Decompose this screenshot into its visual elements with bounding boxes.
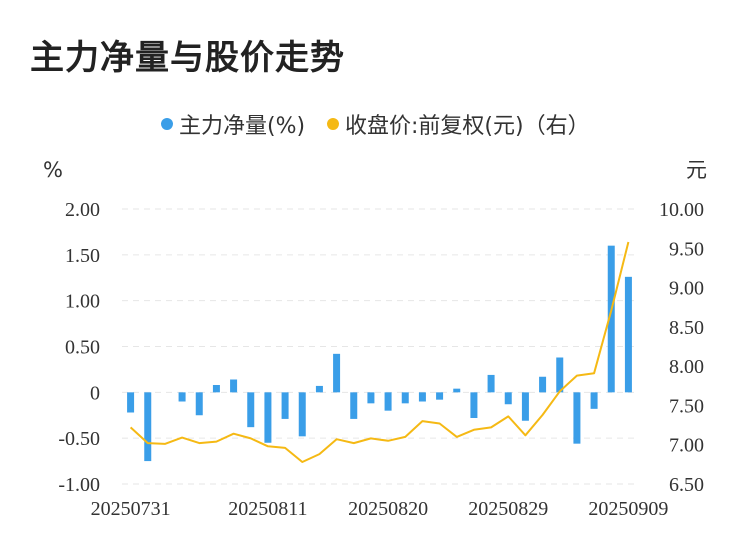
- bar-net-flow[interactable]: [264, 392, 272, 443]
- left-axis-tick-label: 2.00: [65, 199, 100, 221]
- axis-layer: % 元 2.00 1.50 1.00 0.50 0 -0.50 -1.00 10.00 9.50…: [43, 158, 707, 520]
- bar-net-flow[interactable]: [195, 392, 203, 416]
- bar-net-flow[interactable]: [178, 392, 186, 402]
- line-point-close-price[interactable]: [145, 441, 150, 446]
- line-series-layer: [128, 240, 631, 465]
- bar-net-flow[interactable]: [418, 392, 426, 402]
- x-axis-tick-label: 20250820: [348, 498, 428, 520]
- x-axis-tick-label: 20250829: [468, 498, 548, 520]
- bar-net-flow[interactable]: [539, 376, 547, 393]
- legend-item-net-flow[interactable]: 主力净量(%): [161, 109, 305, 139]
- line-point-close-price[interactable]: [557, 389, 562, 394]
- chart-legend: 主力净量(%) 收盘价:前复权(元)（右）: [0, 109, 750, 139]
- line-point-close-price[interactable]: [283, 445, 288, 450]
- right-axis-tick-label: 6.50: [669, 474, 704, 496]
- bar-net-flow[interactable]: [504, 392, 512, 405]
- line-point-close-price[interactable]: [420, 419, 425, 424]
- line-point-close-price[interactable]: [214, 439, 219, 444]
- right-axis-tick-label: 7.00: [669, 435, 704, 457]
- x-axis-tick-label: 20250731: [91, 498, 171, 520]
- bar-net-flow[interactable]: [384, 392, 392, 411]
- right-axis-tick-label: 8.50: [669, 317, 704, 339]
- bar-net-flow[interactable]: [350, 392, 358, 419]
- line-point-close-price[interactable]: [574, 373, 579, 378]
- right-axis-tick-label: 10.00: [659, 199, 704, 221]
- bar-net-flow[interactable]: [212, 385, 220, 393]
- left-axis-tick-label: 0: [90, 382, 100, 404]
- right-axis-tick-label: 9.00: [669, 278, 704, 300]
- bar-net-flow[interactable]: [247, 392, 255, 428]
- left-axis-tick-label: 0.50: [65, 337, 100, 359]
- line-point-close-price[interactable]: [128, 425, 133, 430]
- bar-net-flow[interactable]: [436, 392, 444, 400]
- right-axis-tick-label: 8.00: [669, 356, 704, 378]
- line-point-close-price[interactable]: [454, 434, 459, 439]
- line-point-close-price[interactable]: [368, 436, 373, 441]
- bar-net-flow[interactable]: [401, 392, 409, 404]
- bar-net-flow[interactable]: [298, 392, 306, 437]
- bar-net-flow[interactable]: [556, 357, 564, 393]
- line-point-close-price[interactable]: [162, 441, 167, 446]
- left-axis-unit: %: [43, 158, 63, 182]
- bar-net-flow[interactable]: [453, 388, 461, 393]
- bar-net-flow[interactable]: [487, 374, 495, 393]
- bar-net-flow[interactable]: [281, 392, 289, 419]
- line-point-close-price[interactable]: [609, 308, 614, 313]
- line-point-close-price[interactable]: [317, 452, 322, 457]
- line-point-close-price[interactable]: [506, 414, 511, 419]
- line-point-close-price[interactable]: [437, 421, 442, 426]
- bar-net-flow[interactable]: [607, 245, 615, 393]
- bar-net-flow[interactable]: [333, 353, 341, 393]
- line-point-close-price[interactable]: [334, 437, 339, 442]
- x-axis-tick-label: 20250811: [228, 498, 307, 520]
- line-close-price[interactable]: [129, 241, 630, 463]
- line-point-close-price[interactable]: [386, 438, 391, 443]
- page-title: 主力净量与股价走势: [30, 38, 345, 78]
- line-point-close-price[interactable]: [265, 444, 270, 449]
- line-point-close-price[interactable]: [540, 412, 545, 417]
- left-axis-tick-label: 1.50: [65, 245, 100, 267]
- line-point-close-price[interactable]: [351, 441, 356, 446]
- bar-net-flow[interactable]: [367, 392, 375, 404]
- line-point-close-price[interactable]: [471, 427, 476, 432]
- legend-circle-icon: [327, 118, 339, 130]
- legend-item-close-price[interactable]: 收盘价:前复权(元)（右）: [327, 109, 590, 139]
- grid-layer: [122, 208, 637, 485]
- line-point-close-price[interactable]: [523, 433, 528, 438]
- line-point-close-price[interactable]: [403, 434, 408, 439]
- line-point-close-price[interactable]: [180, 435, 185, 440]
- left-axis-tick-label: -1.00: [58, 474, 100, 496]
- bar-net-flow[interactable]: [144, 392, 152, 462]
- right-axis-unit: 元: [686, 158, 707, 182]
- bar-net-flow[interactable]: [315, 385, 323, 393]
- legend-label: 主力净量(%): [179, 114, 306, 139]
- line-point-close-price[interactable]: [248, 436, 253, 441]
- line-point-close-price[interactable]: [231, 431, 236, 436]
- bar-series-layer: [127, 245, 632, 462]
- line-point-close-price[interactable]: [300, 460, 305, 465]
- left-axis-tick-label: 1.00: [65, 291, 100, 313]
- legend-circle-icon: [161, 118, 173, 130]
- line-point-close-price[interactable]: [197, 441, 202, 446]
- bar-net-flow[interactable]: [521, 392, 529, 421]
- x-axis-tick-label: 20250909: [588, 498, 668, 520]
- line-point-close-price[interactable]: [489, 425, 494, 430]
- bar-net-flow[interactable]: [470, 392, 478, 418]
- bar-net-flow[interactable]: [573, 392, 581, 444]
- right-axis-tick-label: 7.50: [669, 395, 704, 417]
- legend-label: 收盘价:前复权(元)（右）: [345, 114, 590, 139]
- line-point-close-price[interactable]: [592, 371, 597, 376]
- bar-net-flow[interactable]: [624, 276, 632, 393]
- bar-net-flow[interactable]: [590, 392, 598, 409]
- right-axis-tick-label: 9.50: [669, 238, 704, 260]
- left-axis-tick-label: -0.50: [58, 428, 100, 450]
- bar-net-flow[interactable]: [230, 379, 238, 393]
- bar-net-flow[interactable]: [127, 392, 135, 413]
- line-point-close-price[interactable]: [626, 240, 631, 245]
